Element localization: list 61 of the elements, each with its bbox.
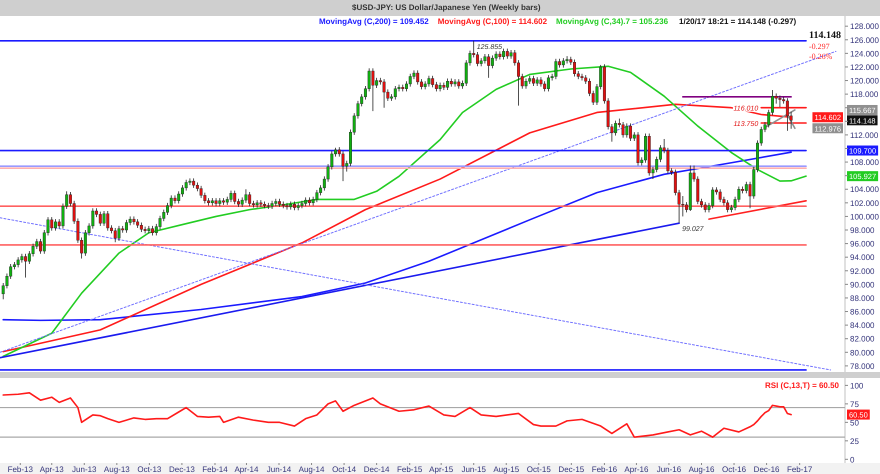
x-tick-label: Apr-13 [40, 465, 64, 474]
chart-title: $USD-JPY: US Dollar/Japanese Yen (Weekly bars) [352, 3, 541, 12]
y-tick-label: 108.000 [850, 158, 880, 168]
x-tick-label: Apr-15 [429, 465, 454, 474]
y-tick-label: 104.000 [850, 185, 880, 194]
y-tick-label: 100 [850, 381, 864, 390]
y-tick-label: 84.000 [850, 321, 876, 330]
y-tick-label: 100.000 [850, 212, 880, 222]
annotation: -0.297 [809, 42, 830, 51]
y-tick-label: 88.000 [850, 294, 876, 303]
text: MovingAvg (C,100) = 114.602 [438, 17, 548, 26]
y-tick-label: 96.000 [850, 240, 876, 249]
x-tick-label: Dec-13 [169, 465, 196, 474]
annotation: -0.26% [809, 52, 833, 61]
y-tick-label: 90.000 [850, 280, 876, 290]
y-tick-label: 124.000 [850, 49, 880, 58]
x-tick-label: Feb-17 [786, 465, 813, 474]
x-tick-label: Apr-16 [624, 465, 649, 474]
x-tick-label: Jun-13 [72, 465, 98, 474]
y-tick-label: 92.000 [850, 266, 876, 276]
x-tick-label: Oct-13 [137, 465, 162, 474]
y-tick-label: 102.000 [850, 198, 880, 208]
x-tick-label: Aug-15 [493, 465, 520, 474]
x-tick-label: Aug-14 [298, 465, 325, 474]
y-tick-label: 80.000 [850, 348, 876, 358]
x-tick-label: Feb-13 [8, 465, 34, 474]
y-tick-label: 94.000 [850, 253, 876, 262]
annotation: 1/20/17 18:21 = 114.148 (-0.297) [679, 17, 797, 26]
y-tick-label: 126.000 [850, 36, 880, 45]
annotation: 114.148 [809, 30, 841, 41]
x-tick-label: Oct-15 [526, 465, 552, 474]
y-tick-label: 98.000 [850, 226, 876, 236]
x-tick-label: Aug-16 [688, 465, 715, 474]
y-tick-label: 50 [850, 418, 860, 428]
x-tick-label: Feb-15 [397, 465, 423, 474]
x-tick-label: Dec-15 [558, 465, 585, 474]
y-tick-label: 82.000 [850, 334, 876, 344]
y-tick-label: 86.000 [850, 308, 876, 317]
x-tick-label: Dec-14 [364, 465, 390, 474]
x-tick-label: Feb-14 [202, 465, 228, 474]
x-tick-label: Oct-16 [722, 465, 747, 474]
x-tick-label: Feb-16 [592, 465, 618, 474]
y-tick-label: 112.000 [850, 130, 879, 140]
text: MovingAvg (C,200) = 109.452 [319, 17, 430, 26]
x-tick-label: Jun-14 [266, 465, 292, 474]
y-tick-label: 118.000 [850, 90, 879, 100]
y-tick-label: 128.000 [850, 22, 880, 32]
y-tick-label: 122.000 [850, 62, 880, 72]
y-tick-label: 120.000 [850, 76, 880, 86]
y-tick-label: 25 [850, 436, 860, 446]
x-tick-label: Oct-14 [332, 465, 357, 474]
y-tick-label: 0 [850, 455, 855, 464]
x-tick-label: Jun-15 [461, 465, 486, 474]
text: MovingAvg (C,34).7 = 105.236 [556, 17, 669, 26]
y-tick-label: 78.000 [850, 362, 876, 371]
x-tick-label: Aug-13 [104, 465, 130, 474]
x-tick-label: Apr-14 [234, 465, 260, 474]
text: RSI (C,13,T) = 60.50 [764, 381, 840, 390]
y-tick-label: 75 [850, 400, 860, 409]
x-tick-label: Jun-16 [656, 465, 682, 474]
x-tick-label: Dec-16 [754, 465, 780, 474]
